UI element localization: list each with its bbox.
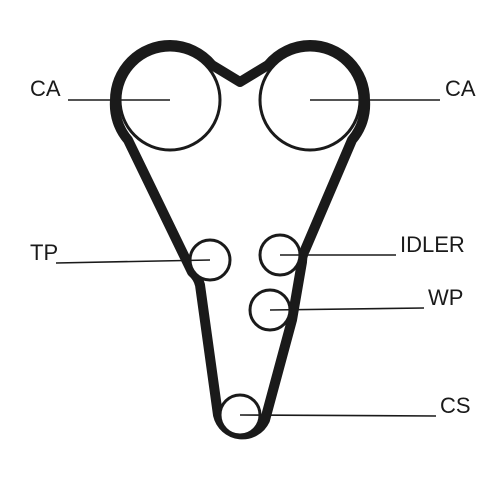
timing-belt-diagram: CA CA TP IDLER WP CS bbox=[0, 0, 500, 500]
label-idler: IDLER bbox=[400, 232, 465, 257]
label-wp: WP bbox=[428, 285, 463, 310]
label-ca-left: CA bbox=[30, 76, 61, 101]
label-cs: CS bbox=[440, 393, 471, 418]
label-ca-right: CA bbox=[445, 76, 476, 101]
label-tp: TP bbox=[30, 240, 58, 265]
label-cs-leader bbox=[240, 415, 436, 416]
